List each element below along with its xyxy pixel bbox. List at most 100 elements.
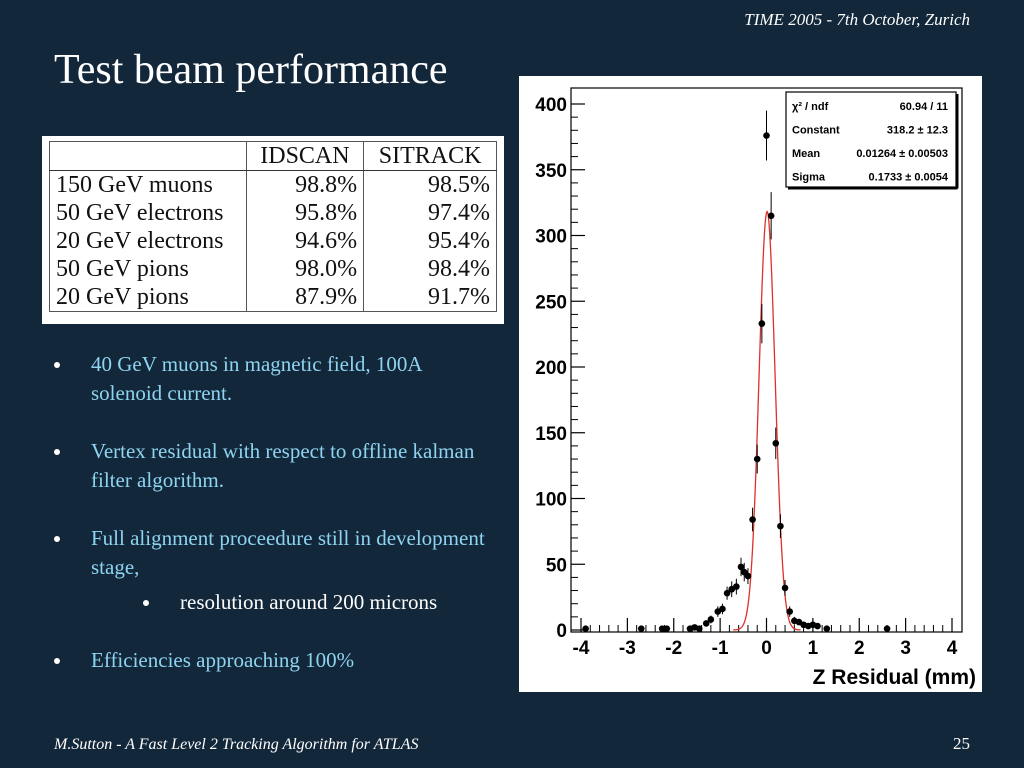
slide-title: Test beam performance: [54, 47, 448, 93]
bullet-dot-icon: [54, 362, 60, 368]
x-tick-label: -4: [573, 638, 590, 659]
bullet-list: 40 GeV muons in magnetic field, 100A sol…: [54, 350, 494, 704]
bullet-text: 40 GeV muons in magnetic field, 100A sol…: [91, 352, 422, 405]
table-cell-sample: 150 GeV muons: [49, 170, 247, 199]
footer-author: M.Sutton - A Fast Level 2 Tracking Algor…: [54, 736, 419, 753]
x-tick-label: 4: [947, 638, 958, 659]
table-cell-sample: 20 GeV electrons: [49, 227, 247, 255]
bullet-text: Vertex residual with respect to offline …: [91, 439, 475, 492]
x-tick-label: -2: [665, 638, 682, 659]
stats-value: 0.1733 ± 0.0054: [869, 172, 949, 184]
bullet-item: 40 GeV muons in magnetic field, 100A sol…: [54, 350, 494, 408]
bullet-dot-icon: [143, 600, 149, 606]
x-tick-label: -1: [712, 638, 729, 659]
data-point: [719, 605, 726, 613]
table-cell-idscan: 87.9%: [245, 283, 365, 312]
table-cell-sample: 50 GeV electrons: [49, 199, 247, 227]
header-event-label: TIME 2005 - 7th October, Zurich: [744, 10, 970, 29]
table-row: 50 GeV electrons 95.8% 97.4%: [49, 199, 497, 227]
data-point: [658, 625, 666, 632]
sub-bullet-item: resolution around 200 microns: [128, 588, 494, 617]
y-tick-label: 50: [546, 555, 567, 576]
gaussian-fit-curve: [733, 210, 801, 631]
data-point: [772, 439, 780, 447]
table-row: 20 GeV electrons 94.6% 95.4%: [49, 227, 497, 255]
data-point: [777, 522, 784, 530]
stats-label: Sigma: [792, 172, 826, 184]
x-tick-label: 0: [761, 638, 772, 659]
table-cell-idscan: 94.6%: [245, 227, 365, 255]
y-tick-label: 400: [535, 95, 567, 116]
x-axis-title: Z Residual (mm): [813, 666, 976, 689]
table-cell-idscan: 98.0%: [245, 255, 365, 283]
stats-label: Mean: [792, 148, 820, 160]
data-point: [744, 572, 752, 580]
efficiency-table-panel: IDSCAN SITRACK 150 GeV muons 98.8% 98.5%…: [42, 136, 504, 324]
bullet-item: Vertex residual with respect to offline …: [54, 437, 494, 495]
table-cell-sitrack: 98.5%: [363, 170, 497, 199]
stats-value: 318.2 ± 12.3: [887, 125, 948, 137]
y-tick-label: 100: [535, 490, 567, 511]
x-tick-label: 1: [808, 638, 819, 659]
table-header-cell: [49, 141, 247, 171]
data-point: [781, 584, 789, 592]
table-cell-sample: 50 GeV pions: [49, 255, 247, 283]
stats-value: 0.01264 ± 0.00503: [856, 148, 948, 160]
residual-histogram: 0 50 100 150 200 250 300 350 400 -4 -3 -2 -1 0 1 2 3 4 Z R…: [535, 87, 976, 689]
data-point: [695, 625, 703, 632]
page-number: 25: [953, 734, 970, 753]
table-cell-sitrack: 98.4%: [363, 255, 497, 283]
table-cell-sitrack: 95.4%: [363, 227, 497, 255]
x-tick-label: 2: [854, 638, 865, 659]
y-tick-label: 150: [535, 424, 567, 445]
efficiency-table: IDSCAN SITRACK 150 GeV muons 98.8% 98.5%…: [49, 141, 497, 312]
y-tick-label: 350: [535, 161, 567, 182]
x-tick-label: 3: [900, 638, 911, 659]
bullet-item: Efficiencies approaching 100%: [54, 646, 494, 675]
bullet-dot-icon: [54, 658, 60, 664]
y-tick-label: 250: [535, 292, 567, 313]
data-point: [733, 583, 740, 590]
table-row: 20 GeV pions 87.9% 91.7%: [49, 283, 497, 312]
stats-label: Constant: [792, 125, 840, 137]
data-point: [749, 516, 756, 523]
table-cell-idscan: 98.8%: [245, 170, 365, 199]
data-point: [814, 622, 821, 630]
stats-value: 60.94 / 11: [900, 101, 948, 113]
data-point: [767, 212, 775, 220]
data-point: [637, 625, 645, 632]
table-header-cell: SITRACK: [363, 141, 497, 171]
y-tick-label: 0: [556, 621, 567, 642]
table-header-row: IDSCAN SITRACK: [49, 141, 497, 171]
data-point: [737, 563, 745, 571]
bullet-dot-icon: [54, 449, 60, 455]
table-row: 50 GeV pions 98.0% 98.4%: [49, 255, 497, 283]
table-header-cell: IDSCAN: [245, 141, 365, 171]
data-point: [707, 616, 715, 623]
table-cell-sitrack: 97.4%: [363, 199, 497, 227]
sub-bullet-text: resolution around 200 microns: [180, 590, 438, 614]
stats-box: [785, 91, 957, 188]
bullet-dot-icon: [54, 536, 60, 542]
y-tick-label: 300: [535, 227, 567, 248]
table-row: 150 GeV muons 98.8% 98.5%: [49, 170, 497, 199]
data-point: [753, 455, 761, 463]
residual-chart-panel: 0 50 100 150 200 250 300 350 400 -4 -3 -2 -1 0 1 2 3 4 Z R…: [519, 76, 982, 692]
data-point: [723, 589, 731, 597]
data-point: [758, 320, 766, 327]
data-point: [883, 625, 891, 632]
y-tick-label: 200: [535, 358, 567, 379]
data-point: [702, 620, 710, 627]
data-point: [823, 625, 831, 632]
table-cell-sitrack: 91.7%: [363, 283, 497, 312]
bullet-text: Full alignment proceedure still in devel…: [91, 526, 485, 579]
data-point: [786, 608, 793, 615]
table-cell-sample: 20 GeV pions: [49, 283, 247, 312]
bullet-text: Efficiencies approaching 100%: [91, 648, 355, 672]
bullet-item: Full alignment proceedure still in devel…: [54, 524, 494, 617]
table-cell-idscan: 95.8%: [245, 199, 365, 227]
data-point: [763, 132, 770, 139]
x-tick-label: -3: [619, 638, 636, 659]
data-point: [663, 625, 671, 632]
stats-label: χ² / ndf: [792, 101, 829, 113]
